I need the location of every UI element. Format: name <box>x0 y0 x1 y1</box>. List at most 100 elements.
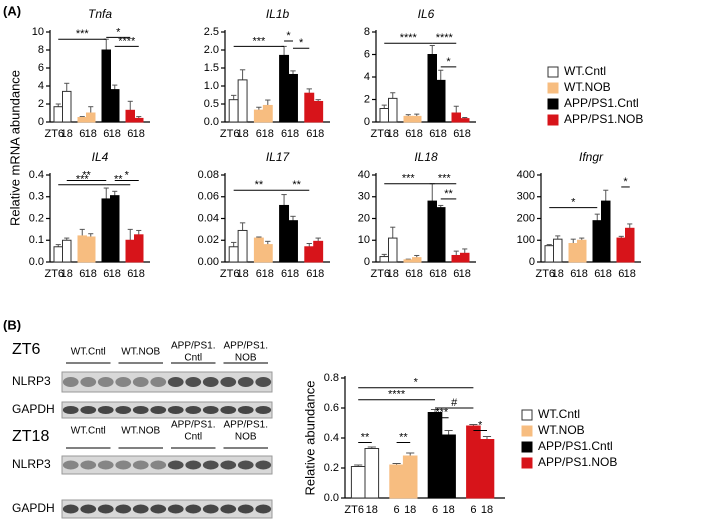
y-tick-label: 2 <box>38 98 44 110</box>
blot-row-label: NLRP3 <box>12 374 51 388</box>
bar <box>451 112 461 123</box>
y-tick-label: 0 <box>529 256 535 268</box>
y-tick-label: 200 <box>517 212 535 224</box>
bar <box>379 256 389 263</box>
blot-band <box>132 460 149 470</box>
chart-title: IL1b <box>266 7 290 21</box>
x-tick-label: 6 <box>127 268 133 280</box>
bar <box>412 115 422 123</box>
blot-membrane <box>61 401 273 419</box>
blot-band <box>237 504 254 514</box>
blot-band <box>150 377 167 387</box>
bar <box>402 455 418 499</box>
x-tick-label: 18 <box>459 268 471 280</box>
legend-label: APP/PS1.Cntl <box>538 439 613 453</box>
x-tick-label: 6 <box>306 268 312 280</box>
x-tick-label: ZT6 <box>44 268 64 280</box>
x-tick-label: 6 <box>281 268 287 280</box>
blot-band <box>97 406 114 414</box>
bar <box>544 245 554 263</box>
x-tick-label: 6 <box>429 128 435 140</box>
significance-label: *** <box>402 173 416 185</box>
x-tick-label: 18 <box>387 268 399 280</box>
bar <box>101 49 111 123</box>
bar <box>389 464 404 499</box>
bar <box>436 79 446 123</box>
y-tick-label: 6 <box>364 48 370 60</box>
legend-swatch <box>521 409 533 421</box>
bar <box>253 109 264 123</box>
y-tick-label: 0.5 <box>204 98 219 110</box>
y-tick-label: 0.4 <box>29 169 44 181</box>
x-tick-label: 18 <box>109 128 121 140</box>
blot-group-label: WT.NOB <box>121 347 160 358</box>
bar <box>53 246 63 263</box>
x-tick-label: ZT6 <box>44 128 64 140</box>
y-tick-label: 0.3 <box>29 191 44 203</box>
legend-swatch <box>547 66 559 78</box>
y-tick-label: 0.04 <box>198 212 219 224</box>
bar <box>553 238 563 263</box>
bar <box>237 229 248 263</box>
bar <box>77 117 87 123</box>
x-tick-label: 6 <box>453 268 459 280</box>
y-tick-label: 0.08 <box>198 169 219 181</box>
bar <box>313 100 324 123</box>
bar <box>279 54 290 123</box>
x-tick-label: 6 <box>103 128 109 140</box>
legend-label: WT.NOB <box>538 423 585 437</box>
bar <box>86 112 96 123</box>
bar <box>403 115 413 123</box>
x-tick-label: 6 <box>281 128 287 140</box>
x-tick-label: 18 <box>411 268 423 280</box>
legend-label: WT.Cntl <box>564 64 606 78</box>
blot-band <box>80 377 97 387</box>
x-tick-label: 18 <box>435 128 447 140</box>
legend-label: WT.NOB <box>564 80 611 94</box>
bar <box>403 259 413 263</box>
legend-label: WT.Cntl <box>538 407 580 421</box>
bar <box>427 200 437 263</box>
bar <box>388 97 398 123</box>
x-tick-label: 18 <box>236 128 248 140</box>
bar <box>388 237 398 263</box>
x-tick-label: 18 <box>133 128 145 140</box>
blot-group-label: WT.NOB <box>121 426 160 437</box>
panel-label: (B) <box>3 317 21 332</box>
significance-label: ** <box>444 188 453 200</box>
bar <box>451 254 461 263</box>
significance-label: * <box>286 30 291 42</box>
panel-label: (A) <box>3 3 21 18</box>
bar <box>592 220 602 263</box>
blot-band <box>255 460 272 470</box>
x-tick-label: 6 <box>79 128 85 140</box>
x-tick-label: 6 <box>405 128 411 140</box>
bar <box>460 252 470 263</box>
x-tick-label: 18 <box>85 128 97 140</box>
bar <box>568 243 578 263</box>
blot-band <box>115 504 132 514</box>
bar <box>62 239 72 263</box>
blot-band <box>150 406 167 414</box>
blot-group-label: NOB <box>235 353 257 364</box>
x-tick-label: 18 <box>287 128 299 140</box>
bar <box>304 92 315 123</box>
x-tick-label: 6 <box>306 128 312 140</box>
x-tick-label: 18 <box>552 268 564 280</box>
blot-time: ZT18 <box>12 428 49 445</box>
bar <box>262 244 273 263</box>
blot-band <box>62 504 79 514</box>
y-tick-label: 20 <box>358 212 370 224</box>
legend-swatch <box>521 457 533 469</box>
x-tick-label: 18 <box>481 504 493 516</box>
bar <box>313 240 324 263</box>
bar <box>110 89 120 123</box>
significance-label: ** <box>114 174 123 186</box>
x-tick-label: 18 <box>435 268 447 280</box>
significance-label: **** <box>436 32 454 44</box>
y-tick-label: 10 <box>358 234 370 246</box>
y-tick-label: 0.2 <box>324 462 339 474</box>
y-tick-label: 100 <box>517 234 535 246</box>
significance-label: ** <box>82 169 91 181</box>
y-tick-label: 40 <box>358 169 370 181</box>
